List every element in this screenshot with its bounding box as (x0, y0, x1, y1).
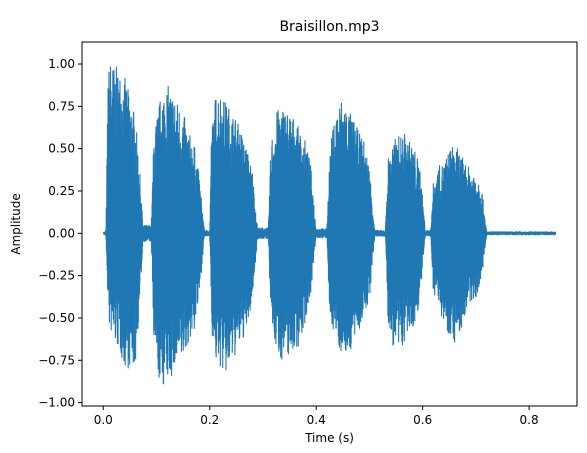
waveform-series-line (102, 66, 557, 385)
x-axis-label: Time (s) (304, 431, 354, 445)
x-tick-label: 0.6 (413, 413, 432, 427)
x-axis: 0.0 0.2 0.4 0.6 0.8 (94, 406, 539, 427)
y-tick-label: 0.75 (48, 99, 75, 113)
x-tick-label: 0.2 (200, 413, 219, 427)
y-tick-label: −0.50 (38, 311, 75, 325)
y-tick-label: 0.00 (48, 226, 75, 240)
plot-area (102, 66, 557, 385)
y-tick-label: 1.00 (48, 57, 75, 71)
y-tick-label: 0.50 (48, 142, 75, 156)
y-axis: 1.00 0.75 0.50 0.25 0.00 −0.25 −0.50 −0.75 −1.00 (38, 57, 82, 410)
y-tick-label: −0.75 (38, 353, 75, 367)
chart-title: Braisillon.mp3 (279, 19, 379, 35)
y-tick-label: −0.25 (38, 269, 75, 283)
x-tick-label: 0.0 (94, 413, 113, 427)
x-tick-label: 0.4 (307, 413, 326, 427)
y-tick-label: −1.00 (38, 396, 75, 410)
y-tick-label: 0.25 (48, 184, 75, 198)
x-tick-label: 0.8 (520, 413, 539, 427)
y-axis-label: Amplitude (9, 193, 23, 255)
axes-frame (81, 41, 578, 407)
